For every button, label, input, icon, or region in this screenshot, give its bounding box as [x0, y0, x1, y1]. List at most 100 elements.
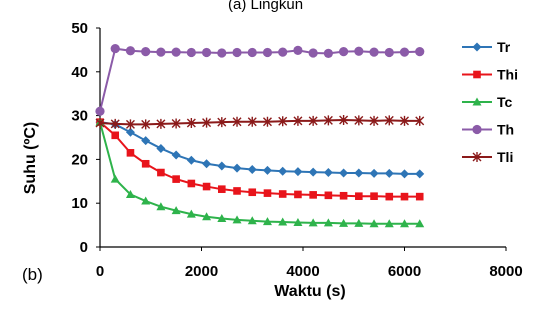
data-point-thi: [172, 175, 180, 183]
data-point-tc: [171, 206, 181, 215]
data-point-tr: [415, 169, 425, 179]
data-point-tli: [141, 119, 151, 130]
data-point-tr: [141, 136, 151, 146]
data-point-tc: [339, 218, 349, 227]
data-point-thi: [309, 191, 317, 199]
data-point-th: [201, 47, 212, 58]
data-point-thi: [218, 185, 226, 193]
data-point-th: [369, 47, 379, 57]
data-point-tli: [232, 116, 242, 127]
data-point-th: [308, 48, 318, 58]
data-point-tr: [384, 168, 394, 178]
data-point-tr: [186, 155, 196, 165]
data-point-thi: [294, 190, 302, 199]
data-point-thi: [385, 192, 394, 201]
series-line-tr: [99, 121, 420, 175]
data-point-tr: [369, 168, 379, 178]
data-point-th: [156, 47, 166, 57]
legend-marker-tr: [472, 42, 482, 52]
x-tick-label: 4000: [286, 263, 319, 280]
panel-label: (b): [22, 265, 43, 284]
data-point-tr: [354, 168, 364, 178]
data-point-tr: [156, 143, 166, 153]
data-point-tli: [384, 115, 394, 126]
data-point-tc: [125, 189, 135, 198]
data-point-tli: [156, 118, 166, 129]
data-point-tr: [339, 168, 349, 178]
data-point-tli: [247, 116, 257, 127]
data-point-th: [278, 47, 288, 57]
data-point-th: [125, 46, 136, 56]
data-point-thi: [324, 191, 333, 200]
chart-title-fragment: (a) Lingkun: [228, 0, 303, 13]
data-point-tli: [171, 118, 181, 129]
data-point-thi: [233, 187, 241, 195]
data-point-tr: [400, 169, 409, 179]
series-thi: [96, 118, 424, 201]
data-point-tc: [278, 217, 288, 226]
data-point-tr: [278, 166, 288, 176]
data-point-th: [217, 48, 227, 58]
legend-marker-th: [472, 124, 482, 135]
data-point-tli: [415, 115, 425, 126]
data-point-tc: [247, 216, 257, 225]
y-tick-label: 40: [71, 64, 88, 81]
data-point-th: [384, 47, 394, 58]
data-point-thi: [339, 191, 348, 200]
legend-marker-thi: [473, 70, 481, 79]
data-point-tli: [110, 118, 120, 129]
data-point-thi: [248, 188, 257, 197]
data-point-tc: [262, 217, 272, 226]
data-point-tc: [308, 218, 318, 227]
data-point-tr: [202, 159, 212, 169]
data-point-tc: [110, 174, 120, 183]
legend: Tr Thi Tc Th Tli: [462, 39, 518, 165]
axes: 0 10 20 30 40 50 0 2000 4000 6000 8000: [71, 20, 522, 280]
data-point-th: [186, 47, 196, 58]
series-tli: [95, 114, 425, 130]
data-point-tli: [400, 115, 409, 126]
data-point-thi: [141, 159, 150, 168]
data-point-tli: [186, 118, 196, 129]
series-tc: [95, 117, 425, 228]
data-point-thi: [111, 131, 120, 140]
legend-item-th: Th: [462, 122, 514, 138]
series-line-thi: [99, 121, 420, 198]
y-tick-label: 0: [80, 239, 88, 256]
data-point-tr: [308, 167, 318, 177]
x-tick-label: 2000: [185, 263, 218, 280]
y-tick-label: 50: [71, 20, 88, 37]
data-point-tli: [202, 117, 212, 128]
data-point-tli: [354, 115, 364, 126]
data-point-tli: [278, 116, 288, 127]
data-point-tli: [125, 119, 135, 130]
legend-marker-tc: [472, 97, 482, 106]
data-point-tc: [384, 219, 394, 228]
legend-label-tc: Tc: [497, 94, 513, 110]
data-point-th: [232, 47, 242, 58]
data-point-tr: [232, 163, 242, 173]
data-point-th: [293, 45, 303, 55]
series-th: [95, 43, 425, 116]
data-point-tr: [262, 165, 272, 175]
legend-item-thi: Thi: [462, 67, 518, 83]
data-point-tr: [125, 127, 135, 137]
data-point-tli: [217, 117, 227, 128]
data-point-th: [354, 46, 364, 56]
legend-label-tli: Tli: [497, 149, 513, 165]
y-tick-label: 20: [71, 151, 88, 168]
data-point-tc: [202, 212, 212, 221]
data-point-tc: [232, 215, 242, 224]
data-point-thi: [263, 189, 272, 197]
series-tr: [95, 117, 425, 179]
data-point-th: [171, 47, 181, 57]
y-tick-label: 10: [71, 195, 88, 212]
data-point-thi: [157, 168, 165, 177]
data-point-thi: [415, 192, 424, 201]
data-point-tc: [217, 214, 227, 223]
data-point-th: [323, 48, 333, 59]
plot-area: [95, 43, 425, 228]
x-axis-title: Waktu (s): [274, 283, 345, 300]
data-point-tr: [293, 167, 303, 177]
